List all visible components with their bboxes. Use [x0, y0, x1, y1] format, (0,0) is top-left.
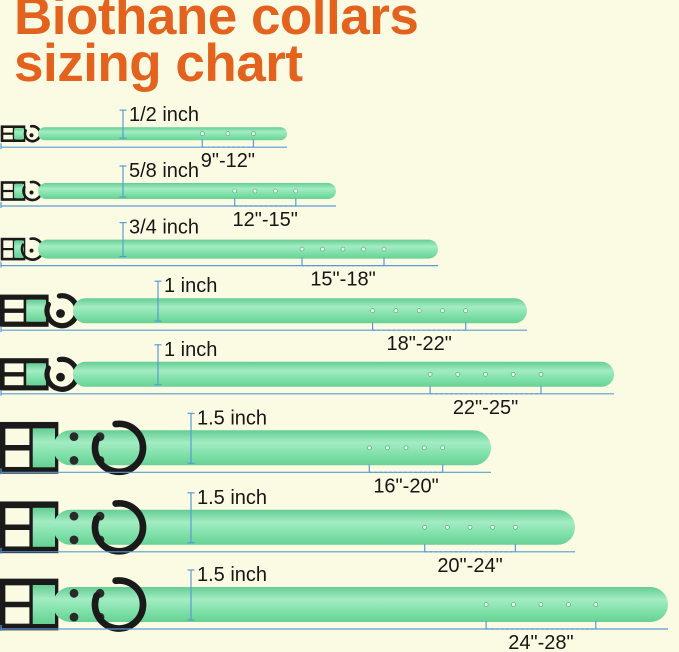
- svg-text:1.5 inch: 1.5 inch: [197, 487, 267, 509]
- svg-text:5/8 inch: 5/8 inch: [129, 160, 199, 182]
- svg-text:1/2 inch: 1/2 inch: [129, 104, 199, 126]
- svg-text:3/4 inch: 3/4 inch: [129, 217, 199, 239]
- svg-text:16"-20": 16"-20": [373, 475, 438, 497]
- svg-text:22"-25": 22"-25": [453, 397, 518, 419]
- svg-text:12"-15": 12"-15": [233, 209, 298, 231]
- svg-text:1 inch: 1 inch: [164, 339, 217, 361]
- svg-text:1.5 inch: 1.5 inch: [197, 564, 267, 586]
- svg-text:18"-22": 18"-22": [387, 333, 452, 355]
- svg-text:15"-18": 15"-18": [310, 269, 375, 291]
- svg-text:20"-24": 20"-24": [437, 555, 502, 577]
- svg-text:24"-28": 24"-28": [508, 632, 573, 652]
- svg-text:1.5 inch: 1.5 inch: [197, 407, 267, 429]
- svg-text:9"-12": 9"-12": [201, 150, 255, 172]
- svg-text:1 inch: 1 inch: [164, 275, 217, 297]
